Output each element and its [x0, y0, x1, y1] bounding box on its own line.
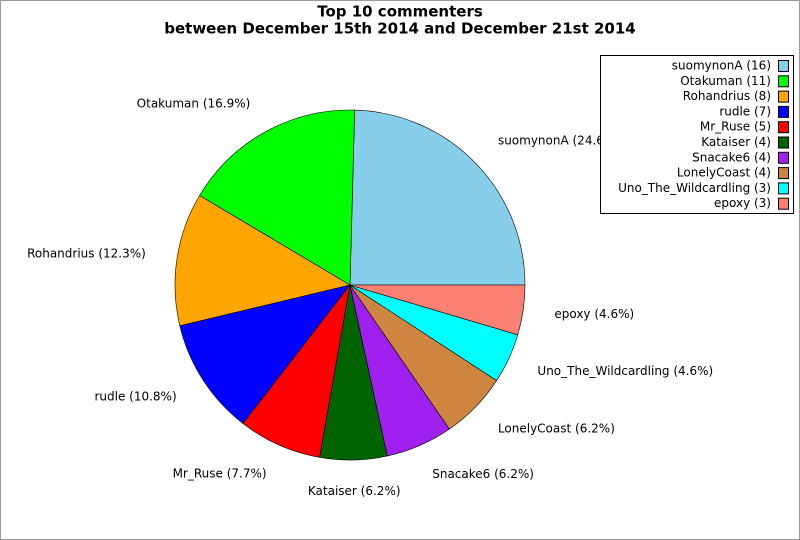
- legend-label: rudle (7): [719, 104, 771, 118]
- chart-title: Top 10 commenters: [317, 3, 483, 21]
- slice-label: epoxy (4.6%): [554, 307, 634, 321]
- slice-label: rudle (10.8%): [94, 390, 176, 404]
- legend-box: [600, 55, 794, 214]
- legend-swatch: [778, 197, 789, 210]
- legend-label: Mr_Ruse (5): [700, 120, 771, 134]
- legend-label: suomynonA (16): [672, 59, 771, 73]
- legend-swatch: [778, 90, 789, 103]
- legend-label: LonelyCoast (4): [677, 166, 771, 180]
- legend-swatch: [778, 182, 789, 195]
- slice-label: Rohandrius (12.3%): [27, 247, 146, 261]
- slice-label: Kataiser (6.2%): [308, 484, 401, 498]
- legend-swatch: [778, 75, 789, 88]
- legend-label: Rohandrius (8): [683, 89, 771, 103]
- slice-label: Uno_The_Wildcardling (4.6%): [537, 364, 713, 378]
- legend-label: epoxy (3): [714, 196, 771, 210]
- legend-label: Uno_The_Wildcardling (3): [618, 181, 771, 195]
- slice-label: Mr_Ruse (7.7%): [173, 466, 267, 480]
- legend-swatch: [778, 167, 789, 180]
- pie-slice: [179, 284, 351, 424]
- legend-swatch: [778, 121, 789, 134]
- pie-slice: [349, 109, 526, 286]
- legend-swatch: [778, 60, 789, 72]
- pie-slice: [349, 284, 526, 336]
- legend-label: Otakuman (11): [680, 74, 771, 88]
- slice-label: LonelyCoast (6.2%): [498, 422, 615, 436]
- pie-slice: [199, 109, 355, 286]
- slice-label: suomynonA (24.6%): [498, 133, 620, 147]
- legend-label: Kataiser (4): [701, 135, 771, 149]
- slice-label: Snacake6 (6.2%): [432, 467, 534, 481]
- slice-label: Otakuman (16.9%): [137, 97, 251, 111]
- pie-slice: [174, 195, 351, 327]
- legend-swatch: [778, 136, 789, 149]
- legend-swatch: [778, 105, 789, 118]
- chart-subtitle: between December 15th 2014 and December …: [164, 20, 636, 38]
- legend-swatch: [778, 151, 789, 164]
- legend-label: Snacake6 (4): [692, 150, 771, 164]
